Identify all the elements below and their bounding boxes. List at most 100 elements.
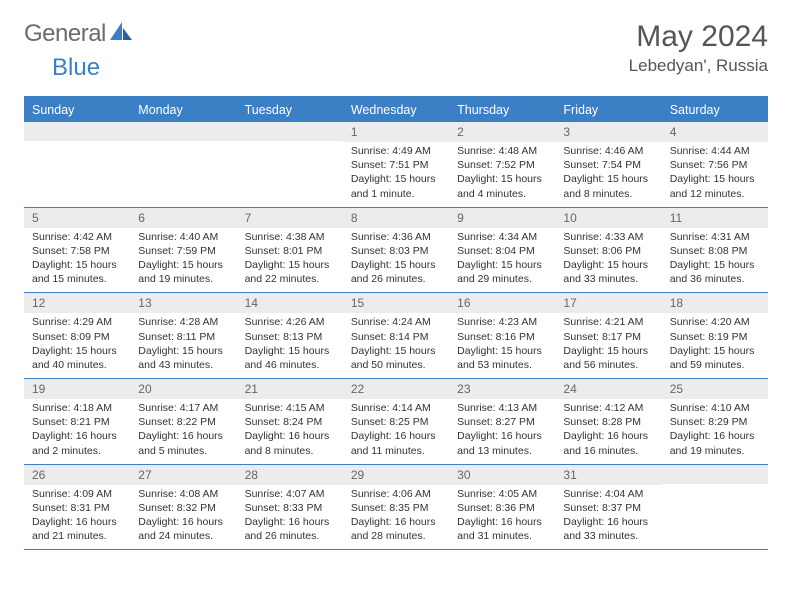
sunset-line: Sunset: 8:31 PM [32, 502, 110, 514]
location: Lebedyan', Russia [629, 56, 768, 76]
day-number: 5 [24, 208, 130, 228]
sunset-line: Sunset: 8:16 PM [457, 331, 535, 343]
calendar-cell: 31Sunrise: 4:04 AMSunset: 8:37 PMDayligh… [555, 465, 661, 550]
daylight-line: Daylight: 16 hours and 13 minutes. [457, 430, 542, 456]
day-number: 24 [555, 379, 661, 399]
day-details: Sunrise: 4:36 AMSunset: 8:03 PMDaylight:… [343, 230, 449, 287]
day-number: 20 [130, 379, 236, 399]
day-details: Sunrise: 4:44 AMSunset: 7:56 PMDaylight:… [662, 144, 768, 201]
sunset-line: Sunset: 8:36 PM [457, 502, 535, 514]
daylight-line: Daylight: 15 hours and 36 minutes. [670, 259, 755, 285]
day-number: 6 [130, 208, 236, 228]
daylight-line: Daylight: 15 hours and 53 minutes. [457, 345, 542, 371]
sunrise-line: Sunrise: 4:12 AM [563, 402, 643, 414]
day-number: 16 [449, 293, 555, 313]
daylight-line: Daylight: 15 hours and 33 minutes. [563, 259, 648, 285]
day-details: Sunrise: 4:26 AMSunset: 8:13 PMDaylight:… [237, 315, 343, 372]
daylight-line: Daylight: 16 hours and 24 minutes. [138, 516, 223, 542]
day-details: Sunrise: 4:05 AMSunset: 8:36 PMDaylight:… [449, 487, 555, 544]
daylight-line: Daylight: 15 hours and 12 minutes. [670, 173, 755, 199]
brand-logo: General [24, 20, 134, 48]
calendar-cell: 29Sunrise: 4:06 AMSunset: 8:35 PMDayligh… [343, 465, 449, 550]
sunrise-line: Sunrise: 4:40 AM [138, 231, 218, 243]
weekday-label: Sunday [24, 98, 130, 122]
calendar-cell: 28Sunrise: 4:07 AMSunset: 8:33 PMDayligh… [237, 465, 343, 550]
sunrise-line: Sunrise: 4:07 AM [245, 488, 325, 500]
day-details: Sunrise: 4:38 AMSunset: 8:01 PMDaylight:… [237, 230, 343, 287]
sunrise-line: Sunrise: 4:49 AM [351, 145, 431, 157]
sunset-line: Sunset: 7:58 PM [32, 245, 110, 257]
sunrise-line: Sunrise: 4:04 AM [563, 488, 643, 500]
day-details: Sunrise: 4:13 AMSunset: 8:27 PMDaylight:… [449, 401, 555, 458]
calendar-week: 12Sunrise: 4:29 AMSunset: 8:09 PMDayligh… [24, 293, 768, 379]
sunrise-line: Sunrise: 4:24 AM [351, 316, 431, 328]
calendar-cell: 13Sunrise: 4:28 AMSunset: 8:11 PMDayligh… [130, 293, 236, 378]
day-details: Sunrise: 4:15 AMSunset: 8:24 PMDaylight:… [237, 401, 343, 458]
title-block: May 2024 Lebedyan', Russia [629, 20, 768, 76]
daylight-line: Daylight: 15 hours and 1 minute. [351, 173, 436, 199]
calendar-cell: 12Sunrise: 4:29 AMSunset: 8:09 PMDayligh… [24, 293, 130, 378]
day-details: Sunrise: 4:34 AMSunset: 8:04 PMDaylight:… [449, 230, 555, 287]
day-details: Sunrise: 4:04 AMSunset: 8:37 PMDaylight:… [555, 487, 661, 544]
calendar-cell [662, 465, 768, 550]
daylight-line: Daylight: 16 hours and 16 minutes. [563, 430, 648, 456]
day-details: Sunrise: 4:46 AMSunset: 7:54 PMDaylight:… [555, 144, 661, 201]
day-details: Sunrise: 4:33 AMSunset: 8:06 PMDaylight:… [555, 230, 661, 287]
daylight-line: Daylight: 16 hours and 31 minutes. [457, 516, 542, 542]
daylight-line: Daylight: 16 hours and 28 minutes. [351, 516, 436, 542]
sunset-line: Sunset: 7:54 PM [563, 159, 641, 171]
sunset-line: Sunset: 8:25 PM [351, 416, 429, 428]
day-number: 1 [343, 122, 449, 142]
empty-day-strip [237, 122, 343, 141]
daylight-line: Daylight: 15 hours and 19 minutes. [138, 259, 223, 285]
sunset-line: Sunset: 7:52 PM [457, 159, 535, 171]
daylight-line: Daylight: 16 hours and 33 minutes. [563, 516, 648, 542]
day-number: 4 [662, 122, 768, 142]
day-number: 19 [24, 379, 130, 399]
calendar-cell: 16Sunrise: 4:23 AMSunset: 8:16 PMDayligh… [449, 293, 555, 378]
day-details: Sunrise: 4:40 AM Sunset: 7:59 PM Daylight:… [130, 230, 236, 287]
daylight-line: Daylight: 15 hours and 8 minutes. [563, 173, 648, 199]
day-number: 13 [130, 293, 236, 313]
weekday-label: Tuesday [237, 98, 343, 122]
day-details: Sunrise: 4:14 AMSunset: 8:25 PMDaylight:… [343, 401, 449, 458]
weekday-label: Saturday [662, 98, 768, 122]
daylight-line: Daylight: 16 hours and 11 minutes. [351, 430, 436, 456]
sunset-line: Sunset: 8:08 PM [670, 245, 748, 257]
sunrise-line: Sunrise: 4:28 AM [138, 316, 218, 328]
day-details: Sunrise: 4:24 AMSunset: 8:14 PMDaylight:… [343, 315, 449, 372]
day-number: 15 [343, 293, 449, 313]
calendar-cell: 15Sunrise: 4:24 AMSunset: 8:14 PMDayligh… [343, 293, 449, 378]
sunset-line: Sunset: 8:28 PM [563, 416, 641, 428]
calendar-cell: 14Sunrise: 4:26 AMSunset: 8:13 PMDayligh… [237, 293, 343, 378]
day-details: Sunrise: 4:06 AMSunset: 8:35 PMDaylight:… [343, 487, 449, 544]
day-details: Sunrise: 4:10 AMSunset: 8:29 PMDaylight:… [662, 401, 768, 458]
sunrise-line: Sunrise: 4:18 AM [32, 402, 112, 414]
calendar-week: 19Sunrise: 4:18 AMSunset: 8:21 PMDayligh… [24, 379, 768, 465]
daylight-line: Daylight: 16 hours and 2 minutes. [32, 430, 117, 456]
day-details: Sunrise: 4:20 AMSunset: 8:19 PMDaylight:… [662, 315, 768, 372]
sunset-line: Sunset: 8:32 PM [138, 502, 216, 514]
month-title: May 2024 [629, 20, 768, 54]
sunrise-line: Sunrise: 4:29 AM [32, 316, 112, 328]
calendar-cell: 24 Sunrise: 4:12 AM Sunset: 8:28 PM Dayligh… [555, 379, 661, 464]
daylight-line: Daylight: 16 hours and 5 minutes. [138, 430, 223, 456]
sunset-line: Sunset: 8:27 PM [457, 416, 535, 428]
calendar-cell: 22Sunrise: 4:14 AMSunset: 8:25 PMDayligh… [343, 379, 449, 464]
calendar-cell: 30Sunrise: 4:05 AMSunset: 8:36 PMDayligh… [449, 465, 555, 550]
sunrise-line: Sunrise: 4:15 AM [245, 402, 325, 414]
day-details: Sunrise: 4:17 AMSunset: 8:22 PMDaylight:… [130, 401, 236, 458]
sunset-line: Sunset: 7:59 PM [138, 245, 216, 257]
sunset-line: Sunset: 8:19 PM [670, 331, 748, 343]
daylight-line: Daylight: 16 hours and 8 minutes. [245, 430, 330, 456]
calendar-cell: 27Sunrise: 4:08 AMSunset: 8:32 PMDayligh… [130, 465, 236, 550]
calendar-cell: 9Sunrise: 4:34 AMSunset: 8:04 PMDaylight… [449, 208, 555, 293]
daylight-line: Daylight: 16 hours and 26 minutes. [245, 516, 330, 542]
sunrise-line: Sunrise: 4:38 AM [245, 231, 325, 243]
day-details: Sunrise: 4:48 AMSunset: 7:52 PMDaylight:… [449, 144, 555, 201]
sunrise-line: Sunrise: 4:08 AM [138, 488, 218, 500]
calendar-cell: 7Sunrise: 4:38 AMSunset: 8:01 PMDaylight… [237, 208, 343, 293]
calendar-week: 26Sunrise: 4:09 AMSunset: 8:31 PMDayligh… [24, 465, 768, 551]
day-number: 29 [343, 465, 449, 485]
brand-text-1: General [24, 20, 106, 48]
